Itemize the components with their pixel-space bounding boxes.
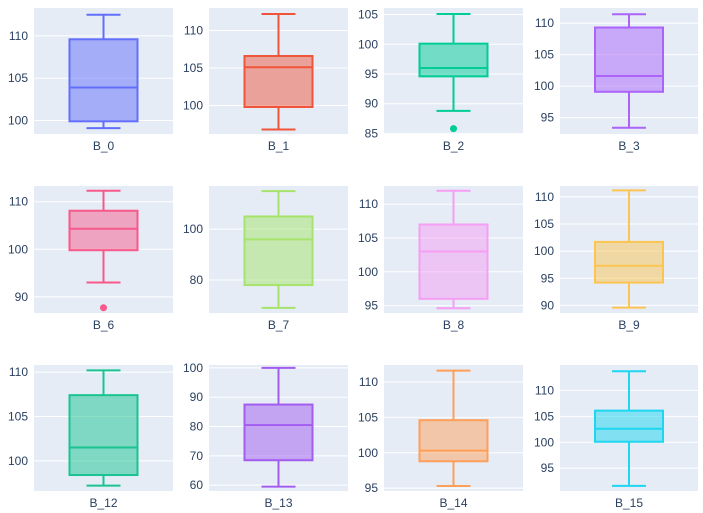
iqr-box	[418, 42, 489, 78]
category-label: B_0	[93, 139, 115, 153]
y-tick-label: 110	[535, 16, 554, 30]
y-tick-label: 100	[534, 79, 554, 93]
panel-b_6: 90 100 110 B_6	[8, 186, 173, 332]
iqr-box	[243, 403, 314, 462]
y-tick-label: 105	[8, 71, 28, 85]
panel-b_0: 100 105 110 B_0	[8, 8, 173, 153]
y-tick-label: 80	[190, 420, 204, 434]
y-tick-label: 105	[534, 48, 554, 62]
y-tick-label: 85	[365, 126, 379, 140]
y-tick-label: 90	[365, 97, 379, 111]
y-tick-label: 105	[358, 231, 378, 245]
iqr-box	[594, 26, 664, 93]
y-tick-label: 110	[9, 365, 28, 379]
y-tick-label: 110	[184, 24, 203, 38]
iqr-box	[594, 409, 664, 443]
y-tick-label: 105	[183, 61, 203, 75]
y-tick-label: 95	[541, 271, 555, 285]
y-tick-label: 100	[8, 242, 28, 256]
y-tick-label: 100	[8, 454, 28, 468]
y-tick-label: 90	[541, 298, 555, 312]
y-tick-label: 110	[9, 29, 28, 43]
y-tick-label: 105	[358, 8, 378, 22]
y-tick-label: 100	[183, 222, 203, 236]
iqr-box	[594, 240, 664, 284]
y-tick-label: 105	[8, 409, 28, 423]
y-tick-label: 100	[8, 113, 28, 127]
category-label: B_6	[93, 318, 115, 332]
iqr-box	[68, 394, 139, 477]
y-tick-label: 90	[190, 390, 204, 404]
iqr-box	[243, 55, 314, 108]
y-tick-label: 80	[190, 273, 204, 287]
iqr-box	[68, 209, 139, 252]
panel-b_12: 100 105 110 B_12	[8, 365, 173, 510]
y-tick-label: 60	[190, 478, 204, 492]
panel-b_13: 60 70 80 90 100 B_13	[183, 361, 348, 510]
y-tick-label: 90	[15, 290, 29, 304]
iqr-box	[68, 38, 139, 123]
category-label: B_13	[264, 496, 292, 510]
iqr-box	[243, 215, 314, 287]
y-tick-label: 100	[534, 244, 554, 258]
y-tick-label: 105	[534, 409, 554, 423]
category-label: B_3	[618, 139, 640, 153]
category-label: B_9	[618, 318, 640, 332]
category-label: B_12	[89, 496, 117, 510]
panel-b_7: 80 100 B_7	[183, 186, 348, 332]
panel-b_15: 95 100 105 110 B_15	[534, 365, 698, 510]
y-tick-label: 70	[190, 449, 204, 463]
panel-b_8: 95 100 105 110 B_8	[358, 186, 523, 332]
y-tick-label: 110	[535, 190, 554, 204]
outlier-point	[450, 125, 457, 133]
y-tick-label: 110	[535, 383, 554, 397]
outlier-point	[100, 304, 107, 312]
y-tick-label: 95	[541, 111, 555, 125]
y-tick-label: 110	[9, 195, 28, 209]
panel-b_2: 85 90 95 100 105 B_2	[358, 8, 523, 153]
y-tick-label: 100	[358, 446, 378, 460]
panel-b_9: 90 95 100 105 110 B_9	[534, 186, 698, 332]
y-tick-label: 105	[358, 410, 378, 424]
y-tick-label: 110	[359, 375, 378, 389]
y-tick-label: 100	[358, 37, 378, 51]
y-tick-label: 95	[541, 461, 555, 475]
iqr-box	[418, 419, 489, 463]
iqr-box	[418, 223, 489, 300]
y-tick-label: 100	[358, 265, 378, 279]
y-tick-label: 100	[183, 99, 203, 113]
y-tick-label: 95	[365, 67, 379, 81]
panel-b_1: 100 105 110 B_1	[183, 8, 348, 153]
category-label: B_8	[443, 318, 465, 332]
panel-b_14: 95 100 105 110 B_14	[358, 365, 523, 510]
category-label: B_7	[268, 318, 290, 332]
y-tick-label: 110	[359, 197, 378, 211]
y-tick-label: 95	[365, 481, 379, 495]
category-label: B_15	[615, 496, 643, 510]
y-tick-label: 100	[183, 361, 203, 375]
category-label: B_14	[439, 496, 467, 510]
category-label: B_1	[268, 139, 290, 153]
category-label: B_2	[443, 139, 465, 153]
y-tick-label: 100	[534, 435, 554, 449]
y-tick-label: 105	[534, 217, 554, 231]
y-tick-label: 95	[365, 299, 379, 313]
panel-b_3: 95 100 105 110 B_3	[534, 8, 698, 153]
